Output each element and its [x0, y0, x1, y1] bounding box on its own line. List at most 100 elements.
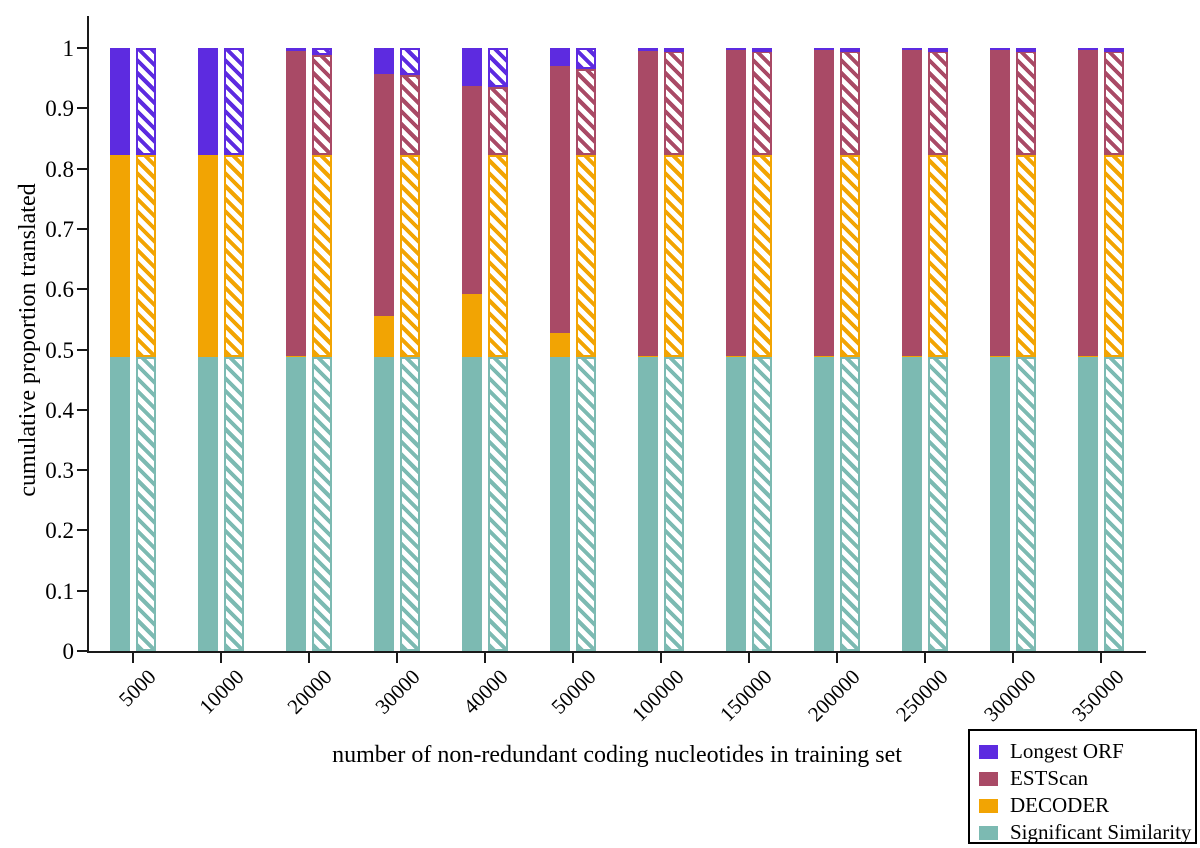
- x-axis-title: number of non-redundant coding nucleotid…: [332, 742, 902, 768]
- x-tick: [748, 653, 750, 663]
- bar-segment-significant-similarity-solid: [286, 357, 306, 651]
- bar-segment-estscan-hatched: [1016, 51, 1036, 156]
- bar-segment-estscan-solid: [902, 50, 922, 356]
- bar-segment-decoder-solid: [198, 155, 218, 358]
- bar-segment-longest-orf-solid: [990, 48, 1010, 51]
- bar-segment-longest-orf-solid: [1078, 48, 1098, 51]
- y-tick-label: 0.7: [45, 216, 74, 242]
- bar-segment-estscan-hatched: [928, 51, 948, 156]
- bar-segment-significant-similarity-solid: [550, 357, 570, 651]
- legend: Longest ORF ESTScan DECODER Significant …: [968, 729, 1197, 844]
- x-tick: [132, 653, 134, 663]
- legend-item-significant-similarity: Significant Similarity: [979, 820, 1195, 845]
- bar-segment-estscan-solid: [550, 66, 570, 334]
- bar-segment-significant-similarity-solid: [374, 357, 394, 651]
- y-tick: [77, 288, 87, 291]
- bar-segment-decoder-hatched: [840, 155, 860, 358]
- bar-segment-decoder-hatched: [576, 155, 596, 358]
- bar-segment-decoder-solid: [726, 355, 746, 358]
- bar-segment-significant-similarity-hatched: [840, 357, 860, 651]
- bar-segment-longest-orf-solid: [286, 48, 306, 51]
- bar-segment-estscan-solid: [814, 50, 834, 356]
- legend-label: Significant Similarity: [1010, 820, 1192, 844]
- y-tick-label: 0.6: [45, 277, 74, 303]
- legend-swatch-decoder: [979, 798, 998, 813]
- bar-segment-significant-similarity-solid: [110, 357, 130, 651]
- y-tick: [77, 348, 87, 351]
- bar-segment-decoder-hatched: [312, 155, 332, 358]
- bar-segment-significant-similarity-hatched: [312, 357, 332, 651]
- y-tick: [77, 47, 87, 49]
- x-tick: [1012, 653, 1014, 663]
- x-tick: [572, 653, 574, 663]
- bar-segment-significant-similarity-solid: [1078, 357, 1098, 651]
- bar-segment-significant-similarity-hatched: [664, 357, 684, 651]
- bar-segment-longest-orf-solid: [550, 48, 570, 67]
- y-tick: [77, 589, 87, 592]
- bar-segment-longest-orf-solid: [110, 48, 130, 156]
- y-tick: [77, 227, 87, 230]
- bar-segment-decoder-solid: [462, 294, 482, 358]
- bar-segment-longest-orf-hatched: [312, 48, 332, 56]
- bar-segment-decoder-hatched: [400, 155, 420, 358]
- bar-segment-estscan-hatched: [1104, 51, 1124, 156]
- bar-segment-longest-orf-hatched: [488, 48, 508, 88]
- bar-segment-decoder-solid: [902, 355, 922, 358]
- y-tick-label: 0.9: [45, 96, 74, 122]
- bar-segment-estscan-hatched: [488, 87, 508, 156]
- bar-segment-estscan-solid: [374, 73, 394, 317]
- y-tick-label: 0.3: [45, 458, 74, 484]
- bar-segment-significant-similarity-hatched: [488, 357, 508, 651]
- bar-segment-longest-orf-hatched: [576, 48, 596, 69]
- bar-segment-significant-similarity-solid: [990, 357, 1010, 651]
- y-axis-title: cumulative proportion translated: [15, 183, 41, 497]
- legend-swatch-estscan: [979, 771, 998, 786]
- x-tick: [660, 653, 662, 663]
- legend-swatch-significant-similarity: [979, 825, 998, 840]
- bar-segment-longest-orf-hatched: [1104, 48, 1124, 52]
- bar-segment-decoder-solid: [550, 333, 570, 358]
- bar-segment-significant-similarity-solid: [462, 357, 482, 651]
- bar-segment-decoder-hatched: [136, 155, 156, 358]
- bar-segment-significant-similarity-solid: [902, 357, 922, 651]
- legend-label: ESTScan: [1010, 766, 1089, 790]
- x-tick: [396, 653, 398, 663]
- bar-segment-longest-orf-solid: [638, 48, 658, 51]
- bar-segment-significant-similarity-hatched: [1016, 357, 1036, 651]
- y-tick-label: 0.4: [45, 397, 74, 423]
- x-tick: [1100, 653, 1102, 663]
- y-tick-label: 0.1: [45, 578, 74, 604]
- y-tick-label: 0.5: [45, 337, 74, 363]
- bar-segment-longest-orf-solid: [726, 48, 746, 51]
- bar-segment-longest-orf-hatched: [752, 48, 772, 52]
- legend-label: DECODER: [1010, 793, 1110, 817]
- y-tick: [77, 408, 87, 411]
- y-tick: [77, 167, 87, 170]
- bar-segment-significant-similarity-hatched: [752, 357, 772, 651]
- bar-segment-decoder-solid: [990, 355, 1010, 358]
- legend-item-estscan: ESTScan: [979, 766, 1195, 791]
- bar-segment-decoder-solid: [814, 355, 834, 358]
- bar-segment-longest-orf-hatched: [400, 48, 420, 76]
- bar-segment-decoder-solid: [638, 355, 658, 358]
- bar-segment-significant-similarity-solid: [638, 357, 658, 651]
- bar-segment-decoder-hatched: [752, 155, 772, 358]
- bar-segment-decoder-hatched: [1104, 155, 1124, 358]
- bar-segment-decoder-solid: [110, 155, 130, 358]
- bar-segment-longest-orf-solid: [198, 48, 218, 156]
- bar-segment-estscan-solid: [1078, 50, 1098, 356]
- bar-segment-significant-similarity-hatched: [928, 357, 948, 651]
- legend-item-decoder: DECODER: [979, 793, 1195, 818]
- bar-segment-estscan-solid: [726, 50, 746, 356]
- bar-segment-longest-orf-solid: [902, 48, 922, 51]
- y-tick: [77, 469, 87, 472]
- bar-segment-decoder-solid: [286, 355, 306, 358]
- y-axis-line: [87, 16, 89, 653]
- bar-segment-significant-similarity-solid: [198, 357, 218, 651]
- bar-segment-longest-orf-solid: [814, 48, 834, 51]
- bar-segment-estscan-solid: [462, 85, 482, 295]
- bar-segment-significant-similarity-hatched: [136, 357, 156, 651]
- bar-segment-significant-similarity-solid: [726, 357, 746, 651]
- bar-segment-longest-orf-solid: [462, 48, 482, 86]
- bar-segment-estscan-hatched: [312, 55, 332, 156]
